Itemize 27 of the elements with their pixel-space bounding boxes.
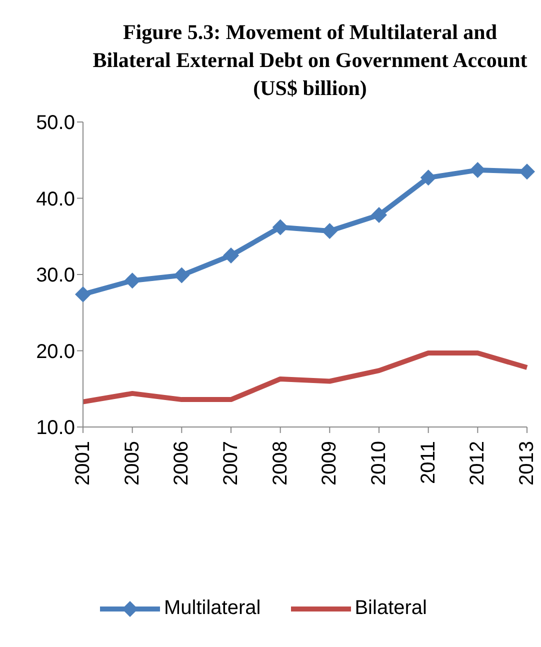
x-tick-label: 2009 xyxy=(318,441,341,486)
point xyxy=(75,286,91,302)
y-tick-label: 10.0 xyxy=(36,417,75,440)
x-tick-label: 2012 xyxy=(466,441,489,486)
x-tick-label: 2011 xyxy=(417,441,440,484)
x-tick-label: 2010 xyxy=(368,441,390,486)
point xyxy=(223,247,239,264)
x-tick-label: 2005 xyxy=(121,441,144,486)
x-tick-label: 2008 xyxy=(269,441,292,486)
point xyxy=(322,223,338,240)
chart-title: Figure 5.3: Movement of Multilateral and Bilateral External Debt on Government Account (US$ billion) xyxy=(92,19,528,102)
x-tick-label: 2006 xyxy=(170,441,193,486)
point xyxy=(174,267,190,284)
x-tick-label: 2007 xyxy=(220,441,242,486)
x-tick-label: 2001 xyxy=(72,441,94,486)
y-tick-label: 30.0 xyxy=(36,264,75,287)
point xyxy=(371,207,387,224)
point xyxy=(519,164,535,180)
legend-label: Bilateral xyxy=(354,597,427,620)
point xyxy=(272,219,288,236)
legend-label: Multilateral xyxy=(164,597,261,620)
y-tick-label: 50.0 xyxy=(36,112,75,134)
x-tick-label: 2013 xyxy=(516,441,538,486)
point xyxy=(124,272,140,289)
point xyxy=(420,170,436,186)
y-tick-label: 40.0 xyxy=(36,188,75,210)
y-tick-label: 20.0 xyxy=(36,340,75,363)
